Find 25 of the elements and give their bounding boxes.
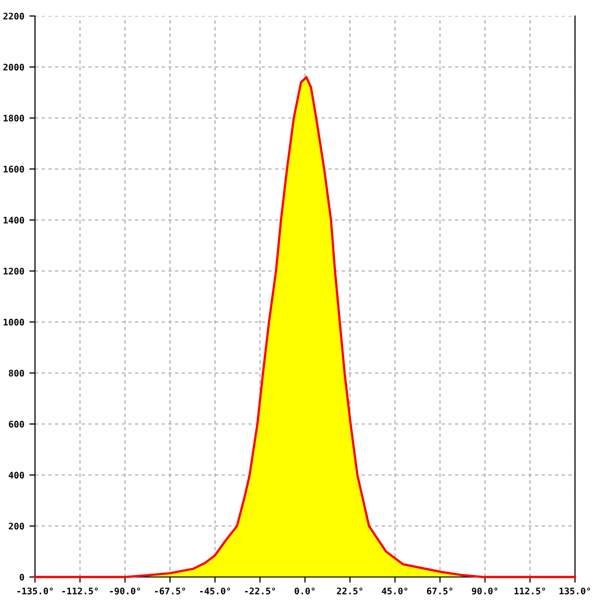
y-tick-label: 1000 — [4, 318, 24, 326]
x-tick-label: -135.0° — [17, 588, 53, 594]
y-tick-label: 2200 — [3, 12, 24, 20]
y-tick-label: 1800 — [4, 114, 24, 122]
y-tick-label: 800 — [8, 370, 24, 377]
x-tick-label: 112.5° — [514, 588, 546, 594]
y-tick-label: 1200 — [4, 268, 24, 275]
x-tick-label: 45.0° — [382, 588, 408, 594]
x-tick-label: -90.0° — [110, 588, 140, 594]
x-tick-label: -45.0° — [200, 588, 230, 594]
y-tick-label: 400 — [8, 472, 24, 479]
y-tick-label: 1600 — [4, 166, 24, 173]
x-tick-label: 22.5° — [336, 588, 362, 594]
x-tick-label: -67.5° — [155, 588, 186, 594]
x-tick-label: -22.5° — [245, 588, 276, 594]
x-tick-label: -112.5° — [62, 588, 98, 594]
x-tick-label: 67.5° — [426, 588, 452, 594]
x-tick-label: 135.0° — [560, 588, 590, 594]
x-tick-label: 90.0° — [472, 588, 498, 594]
y-tick-label: 0 — [20, 574, 24, 581]
y-tick-label: 1400 — [4, 216, 24, 224]
y-tick-label: 2000 — [3, 64, 24, 71]
y-tick-label: 200 — [8, 522, 24, 530]
x-tick-label: 0.0° — [294, 588, 315, 594]
y-tick-label: 600 — [8, 420, 24, 428]
